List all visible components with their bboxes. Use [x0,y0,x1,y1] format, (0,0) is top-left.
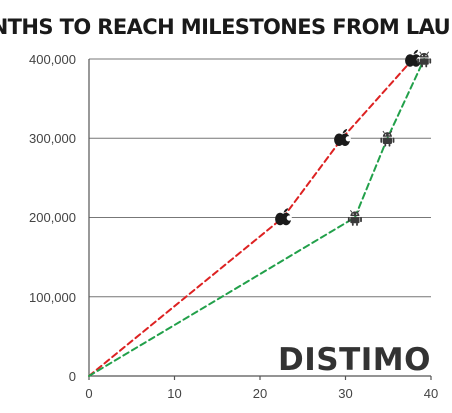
grid-lines [89,58,431,298]
x-tick-label: 0 [85,386,92,401]
series-lines [88,58,426,377]
y-tick-label: 300,000 [29,131,76,146]
y-tick-label: 0 [69,369,76,384]
android-icon [379,130,395,148]
y-tick-label: 400,000 [29,52,76,67]
watermark-logo: DISTIMO [278,342,431,378]
apple-icon [275,208,292,226]
x-tick-label: 40 [424,386,438,401]
y-tick-label: 100,000 [29,290,76,305]
x-tick-label: 30 [338,386,352,401]
apple-icon [405,49,422,67]
y-tick-label: 200,000 [29,210,76,225]
x-tick-label: 20 [253,386,267,401]
apple-icon [334,129,351,146]
x-tick-label: 10 [167,386,181,401]
series-line-2 [88,58,426,377]
x-tick-labels: 0 10 20 30 40 [85,386,438,401]
chart-title: MONTHS TO REACH MILESTONES FROM LAUNCH [0,15,452,39]
android-icon [347,209,363,227]
axes [88,59,432,380]
series-line-1 [88,58,414,377]
y-tick-labels: 0 100,000 200,000 300,000 400,000 [29,52,76,384]
